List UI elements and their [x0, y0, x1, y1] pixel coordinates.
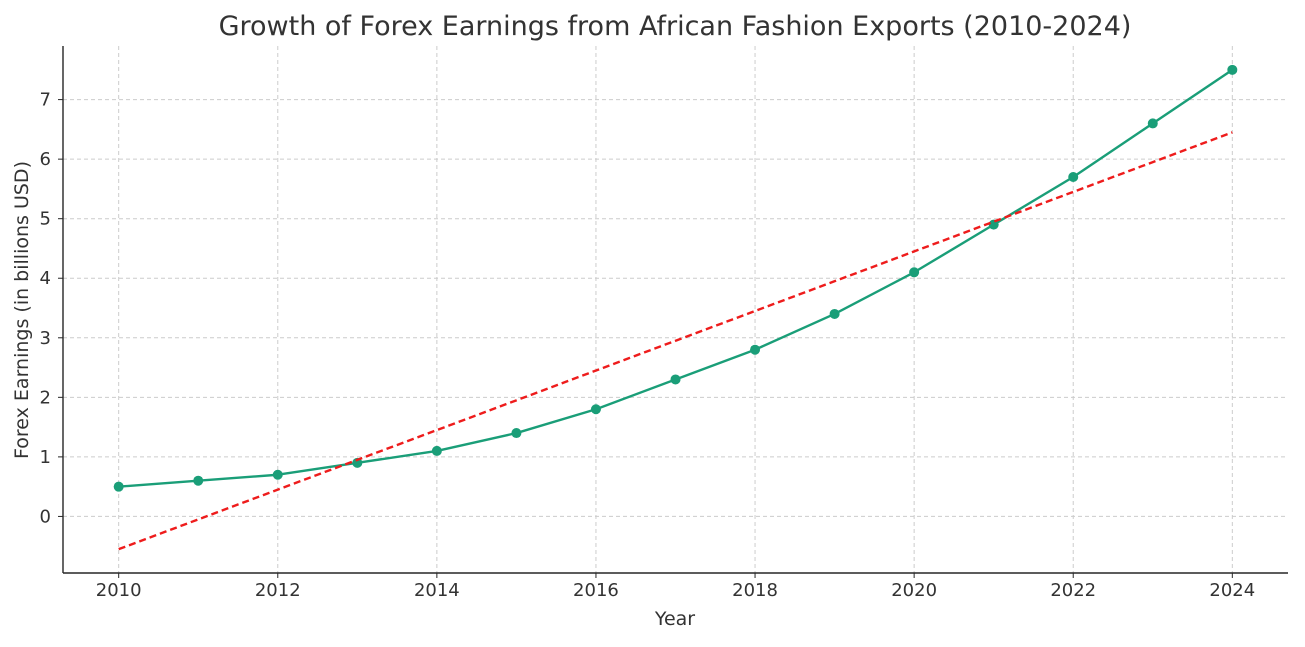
data-point — [1147, 118, 1158, 129]
tick-labels: 2010 2012 2014 2016 2018 2020 2022 2024 0 1 2 3 4 5 6 7 — [40, 90, 1256, 601]
y-tick-label: 5 — [40, 209, 51, 230]
y-tick-label: 7 — [40, 90, 51, 111]
chart-title: Growth of Forex Earnings from African Fa… — [219, 11, 1132, 42]
x-tick-label: 2020 — [891, 580, 937, 601]
data-point — [590, 404, 601, 415]
data-point — [1227, 64, 1238, 75]
data-point — [431, 445, 442, 456]
x-tick-label: 2018 — [732, 580, 778, 601]
x-tick-label: 2010 — [96, 580, 142, 601]
x-axis-title: Year — [654, 608, 695, 630]
x-tick-label: 2014 — [414, 580, 460, 601]
data-point — [1068, 172, 1079, 183]
data-point — [352, 457, 363, 468]
y-tick-label: 1 — [40, 447, 51, 468]
series-layer — [113, 64, 1238, 551]
data-point — [829, 308, 840, 319]
y-tick-label: 2 — [40, 387, 51, 408]
trend-line — [118, 131, 1233, 551]
data-point — [511, 428, 522, 439]
data-point — [113, 481, 124, 492]
y-axis-title: Forex Earnings (in billions USD) — [11, 161, 33, 459]
y-tick-label: 4 — [40, 268, 51, 289]
data-point — [750, 344, 761, 355]
data-point — [909, 267, 920, 278]
grid — [63, 46, 1288, 573]
x-tick-label: 2022 — [1050, 580, 1096, 601]
axes — [58, 46, 1288, 578]
y-tick-label: 3 — [40, 328, 51, 349]
x-tick-label: 2016 — [573, 580, 619, 601]
x-tick-label: 2024 — [1209, 580, 1255, 601]
y-tick-label: 0 — [40, 506, 51, 527]
data-point — [193, 475, 204, 486]
data-point — [670, 374, 681, 385]
y-tick-label: 6 — [40, 149, 51, 170]
data-point — [272, 469, 283, 480]
x-tick-label: 2012 — [255, 580, 301, 601]
data-point — [988, 219, 999, 230]
